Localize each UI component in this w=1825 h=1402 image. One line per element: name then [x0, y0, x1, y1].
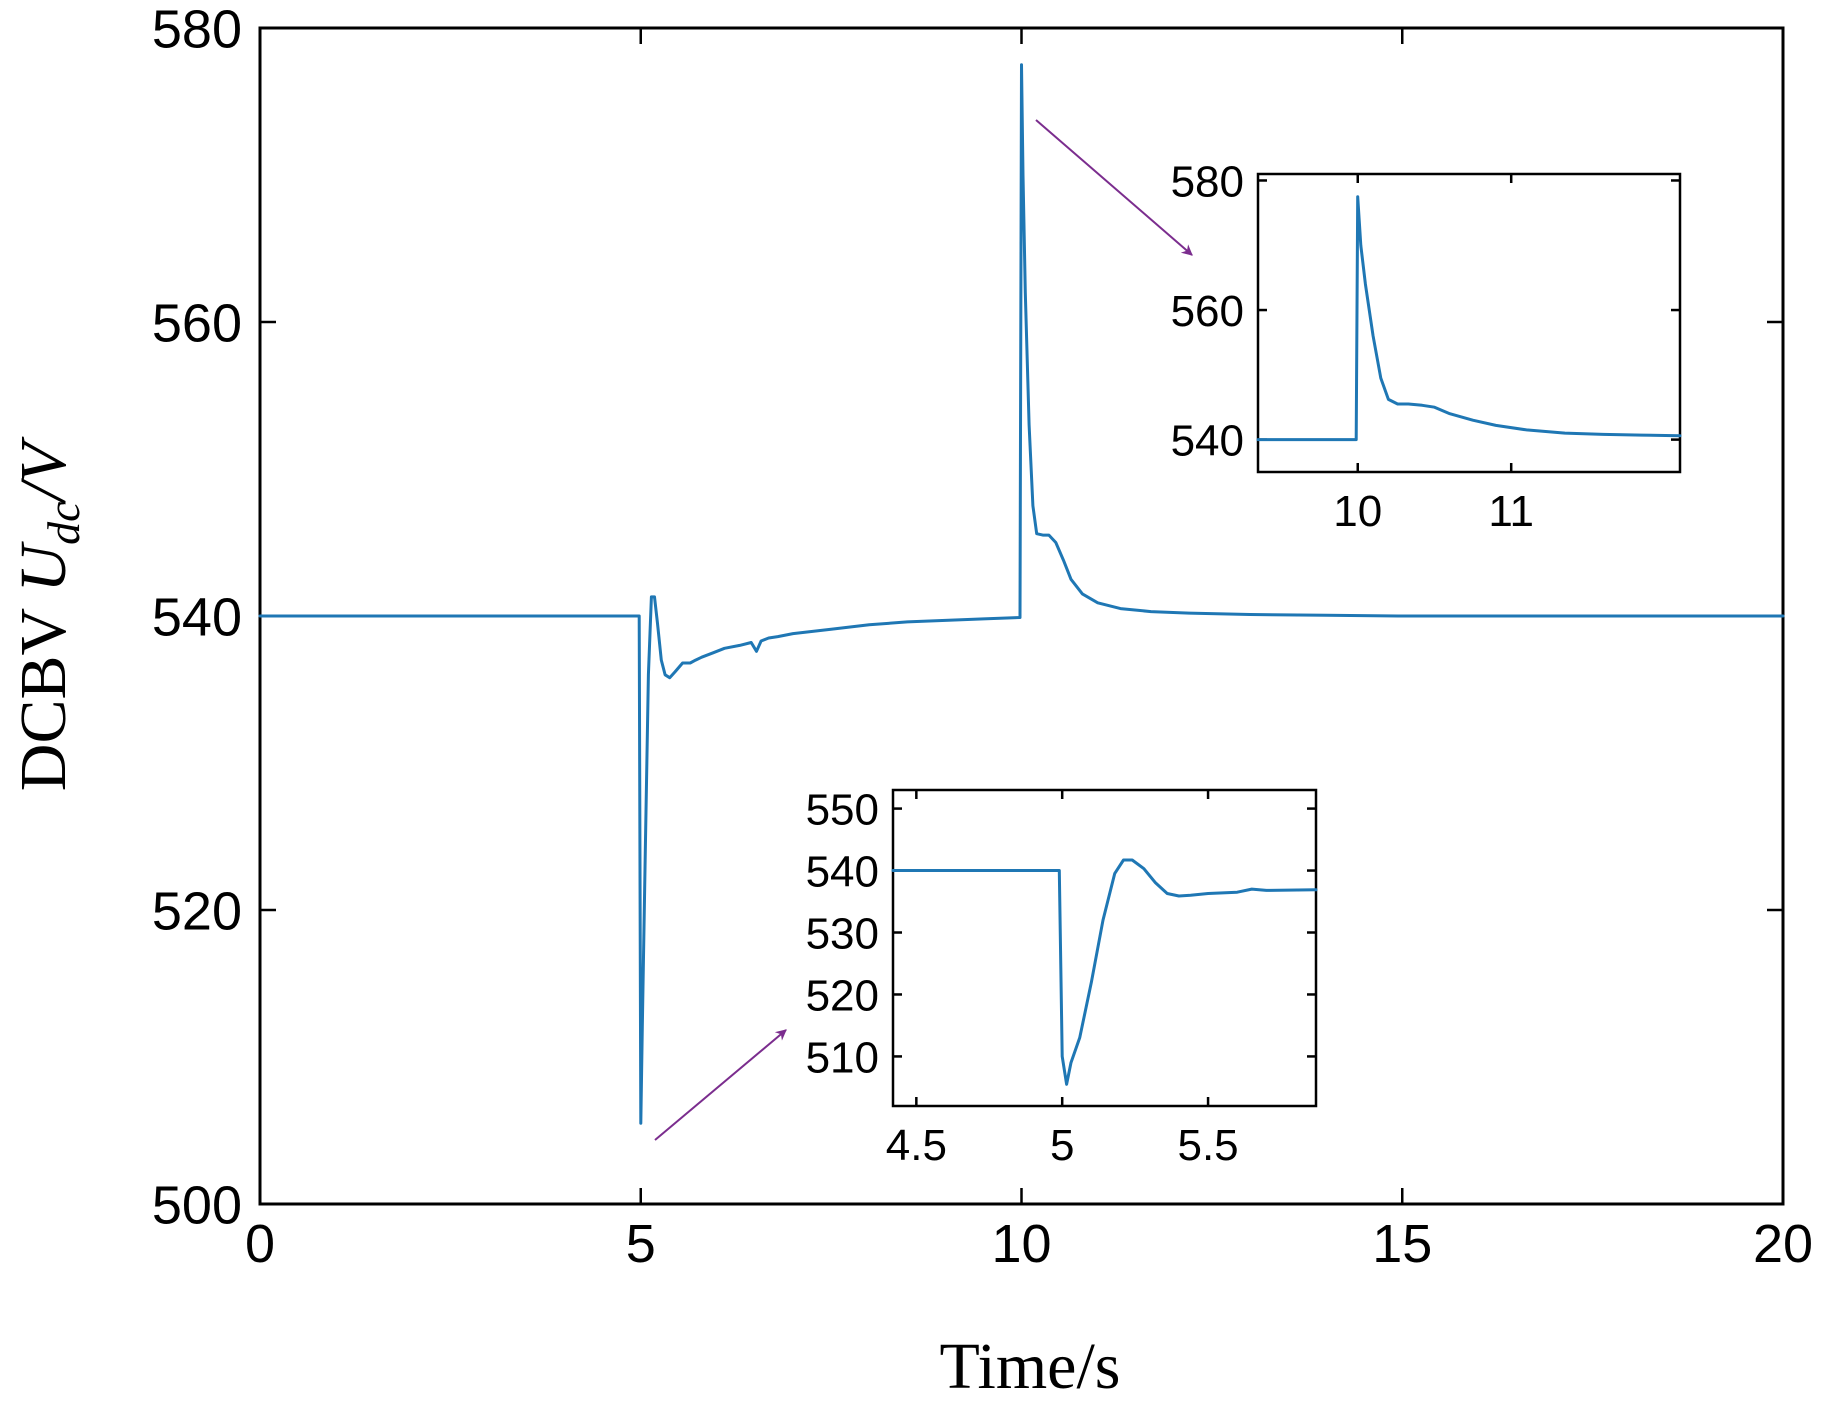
inset-bottom-ytick-label-0: 510	[806, 1033, 879, 1082]
main-ytick-label-3: 560	[152, 293, 242, 353]
inset-bottom-plot: 4.5 5 5.5 510 520 530 540 550	[806, 785, 1318, 1170]
inset-bottom-ytick-label-4: 550	[806, 785, 879, 834]
y-axis-label: DCBV Udc/V	[7, 436, 89, 791]
main-ytick-label-0: 500	[152, 1175, 242, 1235]
y-axis-label-subscript: dc	[38, 501, 89, 544]
y-axis-label-variable: U	[7, 541, 80, 593]
inset-top-xtick-label-1: 11	[1488, 487, 1534, 536]
inset-top-frame	[1256, 172, 1682, 474]
y-axis-label-prefix: DCBV	[7, 593, 80, 792]
inset-top-plot: 10 11 540 560 580	[1171, 157, 1682, 536]
main-series-line	[258, 63, 1785, 1125]
inset-bottom-xtick-label-1: 5	[1050, 1121, 1074, 1170]
inset-top-series-line	[1256, 195, 1682, 442]
main-xtick-label-4: 20	[1753, 1214, 1813, 1274]
y-axis-label-suffix: /V	[7, 436, 80, 505]
main-xtick-label-2: 10	[991, 1214, 1051, 1274]
inset-bottom-ytick-label-1: 520	[806, 971, 879, 1020]
main-ytick-label-4: 580	[152, 0, 242, 59]
main-xtick-label-0: 0	[245, 1214, 275, 1274]
x-axis-label: Time/s	[940, 1330, 1121, 1402]
inset-bottom-tick-marks	[893, 790, 1316, 1106]
main-ytick-label-2: 540	[152, 587, 242, 647]
main-xtick-label-3: 15	[1372, 1214, 1432, 1274]
inset-bottom-ytick-label-3: 540	[806, 847, 879, 896]
inset-top-tick-marks	[1258, 174, 1680, 472]
inset-bottom-frame	[891, 788, 1318, 1108]
annotation-arrow-top	[1035, 119, 1193, 256]
inset-top-ytick-label-1: 560	[1171, 287, 1244, 336]
inset-top-tick-labels: 10 11 540 560 580	[1171, 157, 1534, 536]
inset-bottom-xtick-label-2: 5.5	[1177, 1121, 1238, 1170]
inset-bottom-series-line	[891, 858, 1318, 1086]
annotation-arrow-bottom	[654, 1029, 787, 1141]
inset-top-ytick-label-2: 580	[1171, 157, 1244, 206]
inset-bottom-tick-labels: 4.5 5 5.5 510 520 530 540 550	[806, 785, 1239, 1170]
inset-bottom-xtick-label-0: 4.5	[886, 1121, 947, 1170]
inset-top-xtick-label-0: 10	[1333, 487, 1382, 536]
inset-top-ytick-label-0: 540	[1171, 416, 1244, 465]
inset-bottom-ytick-label-2: 530	[806, 909, 879, 958]
main-ytick-label-1: 520	[152, 881, 242, 941]
main-xtick-label-1: 5	[626, 1214, 656, 1274]
